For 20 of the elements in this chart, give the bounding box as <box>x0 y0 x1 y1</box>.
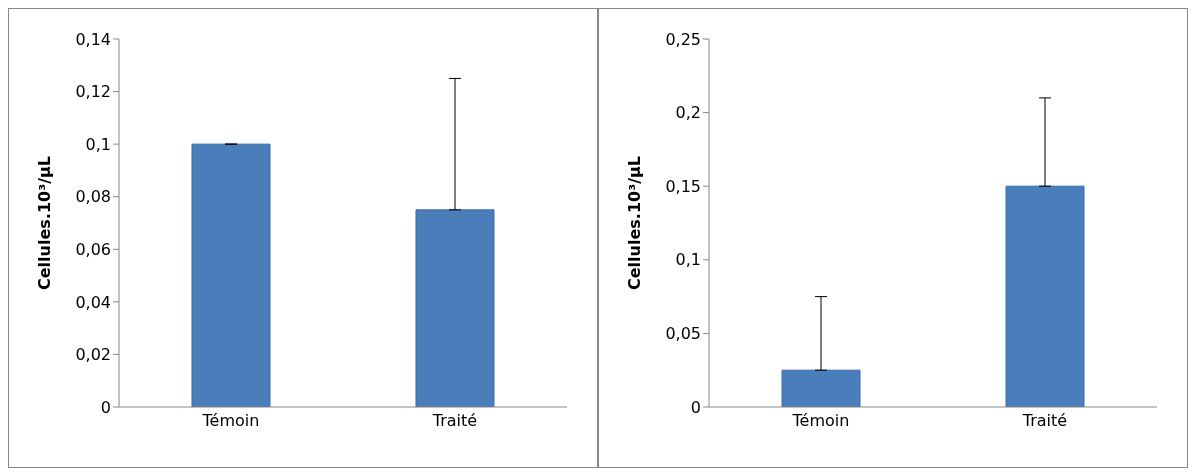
y-axis-title: Cellules.10³/µL <box>34 156 54 290</box>
y-tick-label: 0,12 <box>75 82 111 102</box>
y-tick-label: 0,06 <box>75 239 111 259</box>
y-tick-label: 0,08 <box>75 187 111 207</box>
y-tick-label: 0,04 <box>75 292 111 312</box>
x-tick-label: Témoin <box>201 411 260 431</box>
y-tick-label: 0,02 <box>75 345 111 365</box>
y-tick-label: 0,1 <box>85 134 111 154</box>
y-axis-title: Cellules.10³/µL <box>624 156 644 290</box>
y-tick-label: 0 <box>690 397 701 417</box>
y-tick-label: 0,2 <box>675 103 701 123</box>
y-tick-label: 0,15 <box>665 176 701 196</box>
y-tick-label: 0 <box>100 397 111 417</box>
y-tick-label: 0,05 <box>665 324 701 344</box>
y-tick-label: 0,1 <box>675 250 701 270</box>
y-tick-label: 0,14 <box>75 29 111 49</box>
y-tick-label: 0,25 <box>665 29 701 49</box>
x-tick-label: Traité <box>431 411 478 431</box>
x-tick-label: Témoin <box>791 411 850 431</box>
x-tick-label: Traité <box>1021 411 1068 431</box>
